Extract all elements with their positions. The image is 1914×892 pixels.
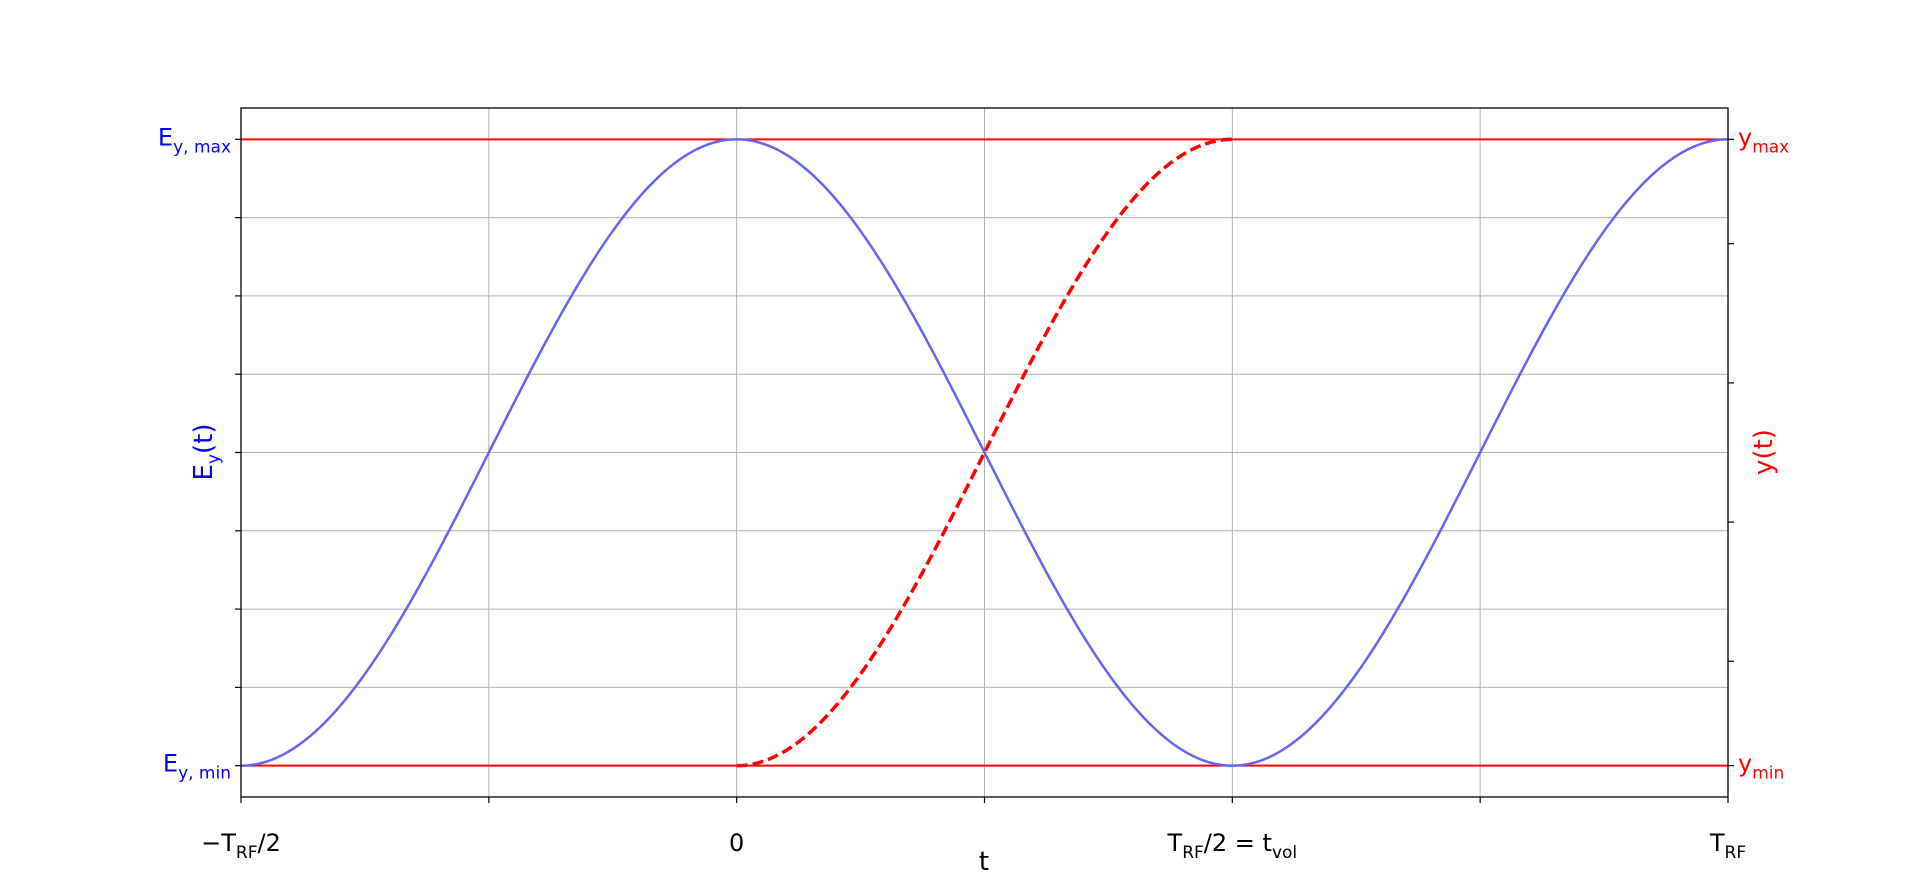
x-tick-label-0-part-2: /2 <box>258 829 281 857</box>
axes <box>235 107 1734 803</box>
right-y-axis-label: y(t) <box>1749 429 1779 475</box>
right-y-tick-label-5-part-1: min <box>1752 764 1784 784</box>
left-y-tick-label-0-part-1: y, max <box>173 137 231 157</box>
x-tick-label-0: −TRF/2 <box>201 829 281 863</box>
x-tick-label-6: TRF <box>1709 829 1746 863</box>
series-line-0 <box>240 138 1729 767</box>
left-y-tick-label-8-part-0: E <box>163 750 178 778</box>
x-tick-label-4: TRF/2 = tvol <box>1167 829 1298 863</box>
left-y-tick-label-8: Ey, min <box>163 750 231 784</box>
x-tick-label-0-part-0: −T <box>201 829 236 857</box>
right-y-tick-label-5-part-0: y <box>1738 750 1752 778</box>
x-tick-label-4-part-0: T <box>1167 829 1183 857</box>
right-y-tick-label-0: ymax <box>1738 123 1789 157</box>
left-y-tick-label-0-part-0: E <box>158 123 173 151</box>
x-tick-label-4-part-1: RF <box>1182 843 1204 863</box>
right-y-tick-label-5: ymin <box>1738 750 1784 784</box>
left-y-axis-label-sub: y <box>204 454 224 464</box>
x-tick-label-6-part-0: T <box>1709 829 1725 857</box>
right-y-tick-label-0-part-1: max <box>1752 137 1789 157</box>
left-y-tick-label-8-part-1: y, min <box>178 764 231 784</box>
left-y-axis-label-tail: (t) <box>189 424 219 454</box>
right-y-tick-label-0-part-0: y <box>1738 123 1752 151</box>
x-tick-label-2-part-0: 0 <box>729 829 744 857</box>
x-tick-label-4-part-3: vol <box>1272 843 1297 863</box>
x-tick-label-6-part-1: RF <box>1725 843 1747 863</box>
left-y-tick-label-0: Ey, max <box>158 123 231 157</box>
x-tick-label-4-part-2: /2 = t <box>1204 829 1272 857</box>
x-axis-label: t <box>979 847 989 877</box>
x-tick-label-2: 0 <box>729 829 744 857</box>
x-tick-label-0-part-1: RF <box>236 843 258 863</box>
left-y-axis-label: Ey(t) <box>189 424 224 481</box>
series-layer <box>240 137 1729 768</box>
left-y-axis-label-main: E <box>189 464 219 480</box>
